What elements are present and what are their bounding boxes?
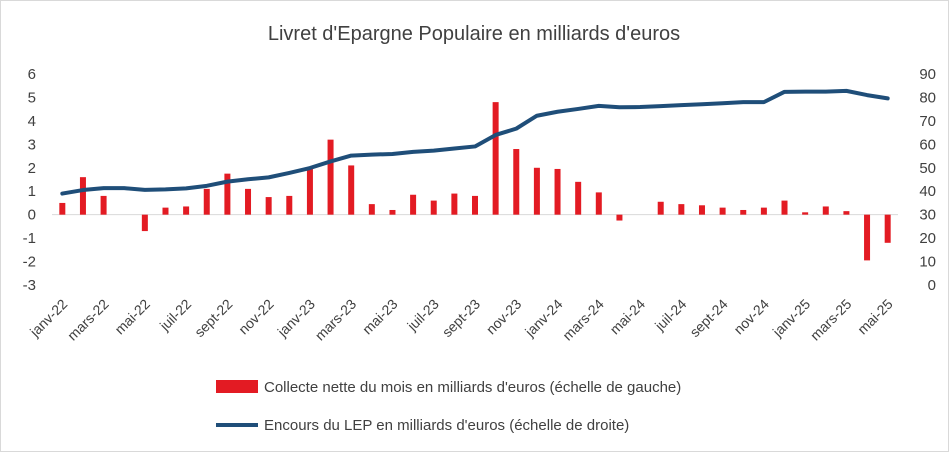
left-tick-label: 0 [28, 207, 36, 224]
x-tick-label: sept-22 [191, 296, 235, 340]
x-tick-label: mars-23 [312, 296, 360, 344]
x-tick-label: mai-24 [607, 296, 649, 338]
chart-title: Livret d'Epargne Populaire en milliards … [268, 23, 680, 45]
bar-nov-22 [265, 197, 272, 215]
legend: Collecte nette du mois en milliards d'eu… [216, 379, 681, 434]
x-tick-label: juil-23 [403, 296, 442, 335]
left-tick-label: 4 [28, 113, 36, 130]
x-tick-label: mai-23 [359, 296, 401, 338]
line-series [60, 88, 890, 196]
bar-juil-24 [678, 204, 685, 215]
bar-mars-24 [595, 192, 602, 215]
x-tick-label: mars-25 [807, 296, 855, 344]
x-tick-label: nov-23 [483, 296, 525, 338]
bar-mars-25 [843, 211, 850, 215]
x-tick-label: janv-25 [769, 296, 814, 341]
x-tick-label: janv-24 [521, 296, 566, 341]
bar-juil-23 [430, 200, 437, 215]
legend-label-encours: Encours du LEP en milliards d'euros (éch… [264, 417, 629, 434]
bar-août-23 [451, 193, 458, 215]
right-tick-label: 50 [919, 160, 936, 177]
x-tick-label: sept-23 [439, 296, 483, 340]
x-tick-label: nov-24 [730, 296, 772, 338]
left-tick-label: 5 [28, 89, 36, 106]
bar-oct-23 [492, 102, 499, 215]
left-tick-label: -2 [23, 254, 36, 271]
right-axis: 0 10 20 30 40 50 60 70 80 90 [919, 66, 936, 294]
x-tick-label: sept-24 [686, 296, 730, 340]
x-tick-label: nov-22 [235, 296, 277, 338]
x-tick-label: janv-22 [26, 296, 71, 341]
bar-déc-24 [781, 200, 788, 215]
bar-juin-24 [657, 201, 664, 215]
right-tick-label: 0 [928, 277, 936, 294]
legend-swatch-collecte [216, 380, 258, 393]
left-tick-label: 2 [28, 160, 36, 177]
x-tick-label: mai-25 [854, 296, 896, 338]
bar-déc-22 [286, 195, 293, 215]
left-axis: -3 -2 -1 0 1 2 3 4 5 6 [23, 66, 36, 294]
bar-août-24 [698, 205, 705, 215]
bar-sept-22 [224, 173, 231, 215]
bar-janv-24 [554, 168, 561, 215]
bar-oct-22 [245, 188, 252, 215]
left-tick-label: -1 [23, 230, 36, 247]
right-tick-label: 70 [919, 113, 936, 130]
bar-oct-24 [740, 209, 747, 215]
bar-mai-22 [141, 214, 148, 232]
bar-juin-23 [410, 194, 417, 215]
bar-mars-22 [100, 195, 107, 215]
right-tick-label: 60 [919, 136, 936, 153]
bar-déc-23 [533, 167, 540, 215]
bar-juin-22 [162, 207, 169, 215]
encours-line [60, 88, 890, 196]
bar-janv-25 [802, 212, 809, 215]
x-tick-label: mars-24 [559, 296, 607, 344]
right-tick-label: 30 [919, 207, 936, 224]
bar-sept-24 [719, 207, 726, 215]
x-tick-label: juil-22 [156, 296, 195, 335]
left-tick-label: 6 [28, 66, 36, 83]
bar-févr-23 [327, 139, 334, 215]
bar-janv-22 [59, 202, 66, 215]
bar-mai-25 [884, 214, 891, 243]
right-tick-label: 20 [919, 230, 936, 247]
x-tick-label: mai-22 [111, 296, 153, 338]
legend-label-collecte: Collecte nette du mois en milliards d'eu… [264, 379, 681, 396]
right-tick-label: 80 [919, 89, 936, 106]
bar-sept-23 [472, 195, 478, 215]
bar-mars-23 [348, 165, 355, 215]
x-tick-label: janv-23 [274, 296, 319, 341]
bar-janv-23 [306, 168, 313, 215]
bar-avr-24 [616, 214, 623, 221]
bar-févr-22 [79, 177, 86, 215]
bar-nov-23 [513, 149, 520, 215]
bar-series [59, 102, 891, 261]
bar-avr-23 [368, 204, 375, 215]
bar-avr-25 [864, 214, 871, 261]
left-tick-label: 3 [28, 136, 36, 153]
left-tick-label: 1 [28, 183, 36, 200]
bar-juil-22 [183, 206, 190, 215]
right-tick-label: 40 [919, 183, 936, 200]
x-tick-label: juil-24 [651, 296, 690, 335]
right-tick-label: 90 [919, 66, 936, 83]
left-tick-label: -3 [23, 277, 36, 294]
bar-nov-24 [760, 207, 767, 215]
right-tick-label: 10 [919, 254, 936, 271]
x-tick-label: mars-22 [64, 296, 112, 344]
bar-févr-25 [822, 206, 829, 215]
bar-févr-24 [575, 181, 582, 215]
bar-août-22 [203, 188, 210, 215]
bar-mai-23 [389, 209, 396, 215]
